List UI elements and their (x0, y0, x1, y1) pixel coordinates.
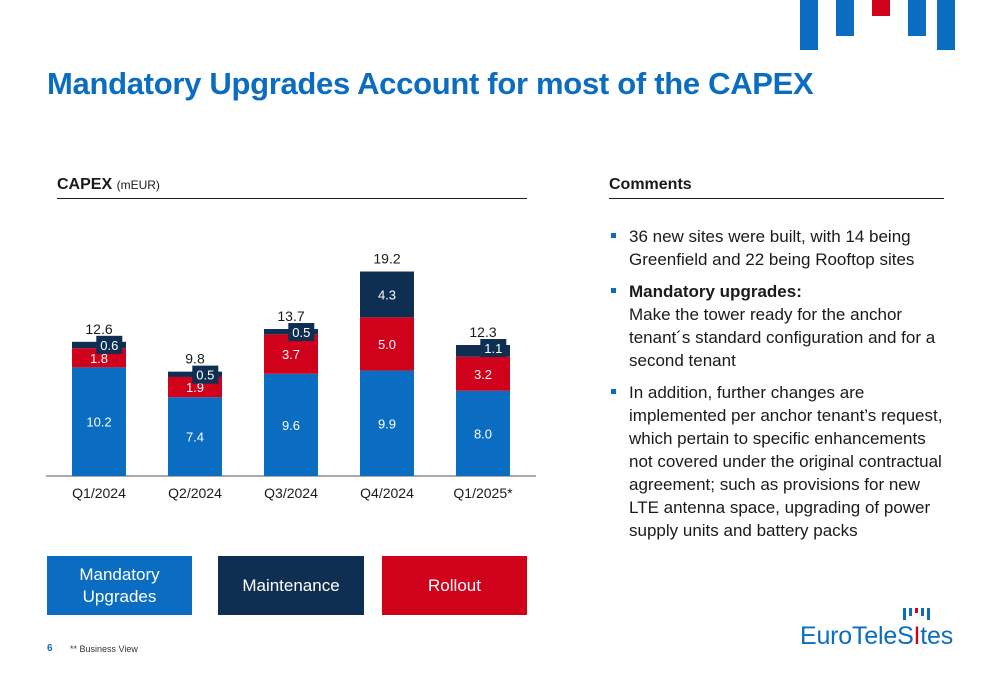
brand-name-part2: tes (920, 622, 954, 650)
comments-list: 36 new sites were built, with 14 being G… (610, 225, 950, 551)
comment-text: 36 new sites were built, with 14 being G… (629, 227, 915, 269)
bar-segment-mandatory-upgrades (72, 367, 126, 476)
data-label-badge (480, 339, 507, 358)
data-label: 1.1 (484, 341, 502, 356)
data-label: 0.6 (100, 338, 118, 353)
footnote: ** Business View (70, 644, 138, 654)
chart-section-unit: (mEUR) (116, 178, 160, 192)
data-label-badge (288, 323, 315, 342)
data-label: 0.5 (292, 325, 310, 340)
comment-text: In addition, further changes are impleme… (629, 383, 943, 540)
legend-rollout: Rollout (382, 556, 527, 615)
eurotelesites-logo: EuroTeleSItes (800, 608, 956, 656)
total-label: 12.6 (85, 321, 112, 337)
total-label: 9.8 (185, 351, 205, 367)
data-label: 3.7 (282, 347, 300, 362)
comments-section-label: Comments (609, 176, 692, 193)
data-label: 3.2 (474, 367, 492, 382)
page-number: 6 (47, 643, 53, 654)
brand-name-part1: EuroTeleS (800, 622, 914, 650)
comments-section-header: Comments (609, 176, 944, 199)
data-label: 9.6 (282, 418, 300, 433)
brand-name-highlight: I (913, 622, 921, 650)
comment-text: Make the tower ready for the anchor tena… (629, 305, 936, 370)
brand-name: EuroTeleSItes (800, 622, 953, 651)
capex-stacked-bar-chart: 10.21.80.612.6Q1/20247.41.90.59.8Q2/2024… (46, 251, 536, 501)
bar-segment-rollout (456, 356, 510, 391)
bar-segment-mandatory-upgrades (168, 397, 222, 476)
legend-label: Rollout (428, 575, 481, 595)
data-label: 10.2 (86, 415, 111, 430)
chart-section-label: CAPEX (57, 176, 113, 193)
category-tick-label: Q4/2024 (360, 485, 414, 501)
bar-segment-rollout (360, 317, 414, 371)
data-label-badge (96, 335, 123, 354)
legend-label: Maintenance (242, 575, 340, 595)
total-label: 13.7 (277, 308, 304, 324)
legend-mandatory-upgrades: Mandatory Upgrades (47, 556, 192, 615)
category-tick-label: Q1/2024 (72, 485, 126, 501)
page-title: Mandatory Upgrades Account for most of t… (47, 66, 814, 101)
category-tick-label: Q2/2024 (168, 485, 222, 501)
category-tick-label: Q1/2025* (453, 485, 513, 501)
bar-segment-mandatory-upgrades (360, 370, 414, 476)
legend-label: Mandatory Upgrades (79, 564, 160, 606)
comment-item: In addition, further changes are impleme… (610, 381, 950, 542)
brand-bars-decoration (800, 0, 960, 52)
chart-section-header: CAPEX (mEUR) (57, 176, 527, 199)
bar-segment-maintenance (360, 271, 414, 318)
bar-segment-mandatory-upgrades (264, 373, 318, 476)
data-label: 8.0 (474, 426, 492, 441)
comment-item: 36 new sites were built, with 14 being G… (610, 225, 950, 271)
legend-maintenance: Maintenance (218, 556, 364, 615)
category-tick-label: Q3/2024 (264, 485, 318, 501)
comment-item: Mandatory upgrades: Make the tower ready… (610, 280, 950, 372)
data-label: 0.5 (196, 368, 214, 383)
data-label: 5.0 (378, 337, 396, 352)
data-label: 7.4 (186, 430, 204, 445)
data-label: 9.9 (378, 416, 396, 431)
total-label: 12.3 (469, 324, 496, 340)
comment-title: Mandatory upgrades: (629, 282, 802, 301)
data-label: 4.3 (378, 287, 396, 302)
data-label: 1.8 (90, 351, 108, 366)
bar-segment-mandatory-upgrades (456, 390, 510, 476)
total-label: 19.2 (373, 251, 400, 267)
data-label: 1.9 (186, 380, 204, 395)
data-label-badge (192, 365, 219, 384)
